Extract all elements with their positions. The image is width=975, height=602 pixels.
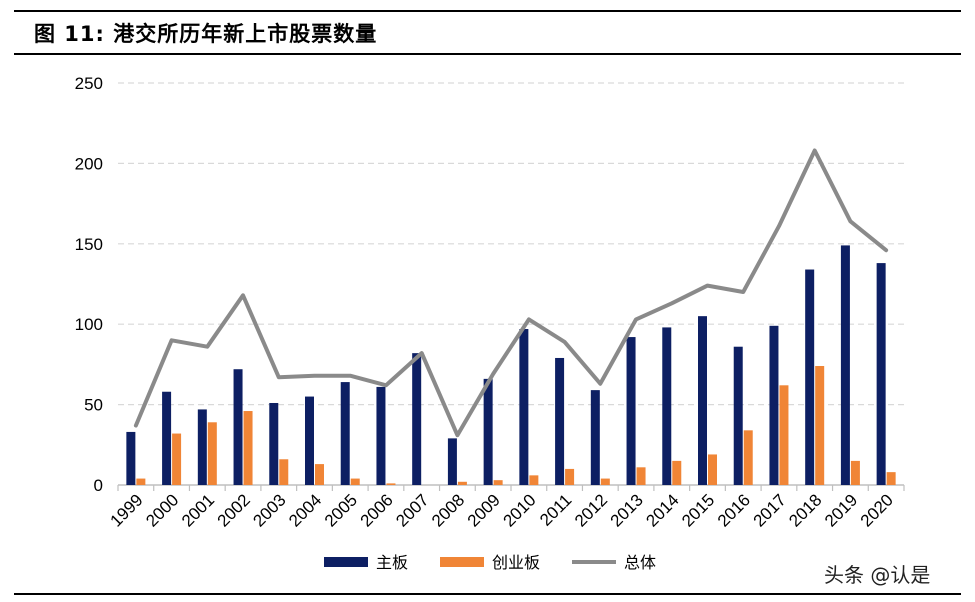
bar-gem [136,478,146,485]
bar-gem [815,366,825,485]
x-tick-label: 2018 [785,490,825,530]
bar-gem [315,464,324,485]
bar-main-board [305,396,314,485]
bar-gem [350,478,360,485]
bar-main-board [376,386,386,485]
bottom-rule [14,593,961,595]
bar-main-board [733,346,743,485]
y-tick-label: 150 [75,235,103,254]
bar-main-board [626,337,636,485]
bar-main-board [126,431,136,485]
x-tick-label: 2002 [214,490,254,530]
x-tick-label: 2005 [321,490,361,530]
bar-main-board [769,325,779,485]
y-tick-label: 200 [75,154,103,173]
x-tick-label: 2015 [678,490,718,530]
bar-gem [743,430,753,485]
x-tick-label: 2019 [821,490,861,530]
x-tick-label: 2007 [392,490,432,530]
bar-gem [565,468,575,485]
bar-gem [600,478,610,485]
bar-main-board [590,390,600,485]
bar-gem [636,467,646,485]
bar-gem [493,480,503,485]
legend-swatch [440,557,484,567]
bar-gem [386,483,396,485]
bar-main-board [340,382,350,485]
bar-main-board [447,438,457,485]
x-tick-label: 2016 [714,490,754,530]
legend-label: 总体 [624,553,656,572]
line-total [133,148,889,438]
x-tick-label: 2013 [607,490,647,530]
y-tick-label: 250 [75,74,103,93]
bar-main-board [876,263,886,485]
x-tick-label: 2020 [857,490,897,530]
top-rule [14,10,961,12]
title-rule [14,53,961,55]
bar-gem [529,475,539,485]
bar-main-board [197,409,207,485]
x-tick-label: 2001 [178,490,218,530]
bar-gem [779,385,789,485]
legend-label: 主板 [376,553,408,572]
bar-gem [850,460,860,485]
x-tick-label: 2011 [536,490,575,529]
bar-main-board [269,402,279,485]
figure-title: 图 11: 港交所历年新上市股票数量 [34,22,378,46]
bar-gem [708,454,717,485]
x-tick-label: 2008 [428,490,468,530]
bar-main-board [662,327,672,485]
bar-gem [172,433,182,485]
bar-gem [886,472,896,485]
x-tick-label: 2004 [285,490,325,530]
bar-gem [243,411,253,485]
x-tick-label: 2006 [357,490,397,530]
bar-main-board [840,245,850,485]
x-tick-label: 2010 [500,490,540,530]
x-tick-label: 2000 [142,490,182,530]
bar-gem [207,422,217,485]
y-tick-label: 50 [84,396,103,415]
bar-main-board [805,269,815,485]
bar-main-board [412,353,422,485]
legend-swatch [324,557,368,567]
bar-gem [457,481,467,485]
x-tick-label: 2003 [249,490,289,530]
bar-main-board [162,391,172,485]
bar-gem [672,460,682,485]
x-tick-label: 2017 [750,490,790,530]
watermark: 头条 @认是 [824,563,931,587]
bar-main-board [555,357,565,485]
bar-gem [279,459,289,485]
x-tick-label: 1999 [107,490,147,530]
bar-main-board [483,378,493,485]
y-tick-label: 0 [94,476,103,495]
y-tick-label: 100 [75,315,103,334]
legend-label: 创业板 [492,553,540,572]
bar-main-board [519,329,529,485]
x-tick-label: 2014 [642,490,682,530]
x-tick-label: 2009 [464,490,504,530]
bar-main-board [698,316,707,485]
x-tick-label: 2012 [571,490,611,530]
bar-main-board [233,369,243,485]
